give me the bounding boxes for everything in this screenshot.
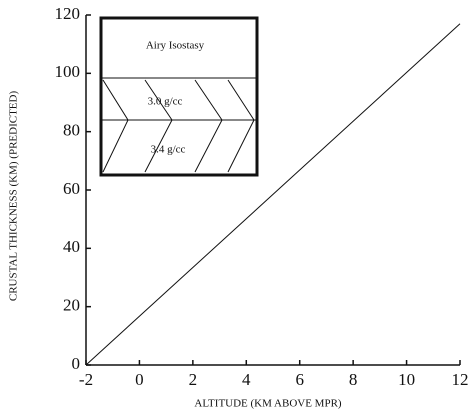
x-tick-label: 0	[135, 370, 144, 389]
inset-title: Airy Isostasy	[146, 40, 205, 52]
chevron	[228, 80, 254, 172]
x-tick-label: 12	[452, 370, 469, 389]
chevron	[103, 80, 128, 172]
chevron	[195, 80, 222, 172]
x-tick-label: 10	[398, 370, 415, 389]
y-tick-label: 60	[63, 179, 80, 198]
x-tick-label: 4	[242, 370, 251, 389]
y-tick-label: 40	[63, 237, 80, 256]
inset-label: 3.4 g/cc	[151, 144, 186, 156]
y-tick-label: 100	[55, 62, 81, 81]
x-tick-label: 2	[189, 370, 198, 389]
x-axis-title: ALTITUDE (KM ABOVE MPR)	[194, 398, 342, 410]
chevron	[145, 80, 172, 172]
y-tick-label: 80	[63, 121, 80, 140]
y-axis-title: CRUSTAL THICKNESS (KM) (PREDICTED)	[8, 91, 20, 302]
x-tick-label: 8	[349, 370, 358, 389]
x-tick-label: 6	[295, 370, 304, 389]
data-line	[86, 24, 460, 365]
x-tick-label: -2	[79, 370, 93, 389]
inset-label: 3.0 g/cc	[148, 96, 183, 108]
y-tick-label: 20	[63, 296, 80, 315]
chart: Airy Isostasy 3.0 g/cc 3.4 g/cc ALTITUDE…	[0, 0, 472, 412]
y-tick-label: 120	[55, 4, 81, 23]
